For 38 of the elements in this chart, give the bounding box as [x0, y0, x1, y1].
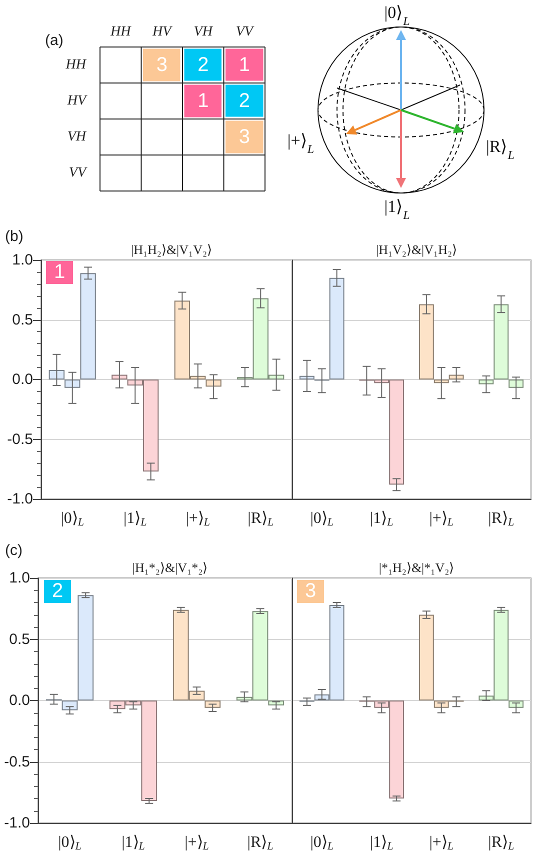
text: (b): [5, 228, 24, 245]
data-label: 3: [156, 54, 168, 76]
annotation: 1: [46, 261, 73, 284]
y-tick-label: 0.0: [9, 692, 30, 709]
chart-title: |H₁*₂⟩&|V₁*₂⟩: [132, 560, 208, 575]
y-tick-label: -1.0: [7, 490, 33, 508]
y-tick-label: VV: [68, 166, 88, 180]
y-tick-label: 0.5: [9, 630, 30, 648]
text: |+⟩$_{L}$: [287, 131, 314, 156]
data-label: 3: [238, 126, 250, 148]
annotation: 3: [297, 580, 324, 603]
data-label: 1: [238, 54, 250, 76]
y-tick-label: -1.0: [4, 814, 30, 832]
x-tick-label: HV: [152, 24, 173, 40]
y-tick-label: 0.0: [12, 371, 33, 388]
y-tick-label: 1.0: [12, 252, 33, 268]
x-tick-label: VV: [236, 24, 254, 40]
text: |0⟩$_{L}$: [384, 3, 410, 28]
y-tick-label: -0.5: [4, 753, 30, 770]
y-tick-label: HH: [64, 58, 87, 72]
annotation: 2: [44, 580, 71, 603]
chart-title: (a): [45, 32, 64, 49]
y-tick-label: VH: [67, 130, 87, 144]
text: (c): [5, 542, 22, 559]
y-tick-label: -0.5: [7, 430, 33, 448]
y-tick-label: 0.5: [12, 311, 33, 328]
data-label: 1: [198, 90, 209, 112]
text: |R⟩$_{L}$: [486, 137, 515, 162]
x-tick-label: HH: [110, 24, 132, 40]
data-label: 2: [198, 54, 209, 76]
data-label: 2: [238, 90, 250, 112]
chart-title: |*₁H₂⟩&|*₁V₂⟩: [378, 560, 454, 575]
y-tick-label: HV: [66, 94, 88, 108]
chart-title: |H₁H₂⟩&|V₁V₂⟩: [131, 242, 212, 257]
x-tick-label: VH: [194, 24, 214, 40]
y-tick-label: 1.0: [9, 570, 30, 586]
chart-title: |H₁V₂⟩&|V₁H₂⟩: [376, 242, 457, 257]
text: |1⟩$_{L}$: [384, 197, 410, 222]
